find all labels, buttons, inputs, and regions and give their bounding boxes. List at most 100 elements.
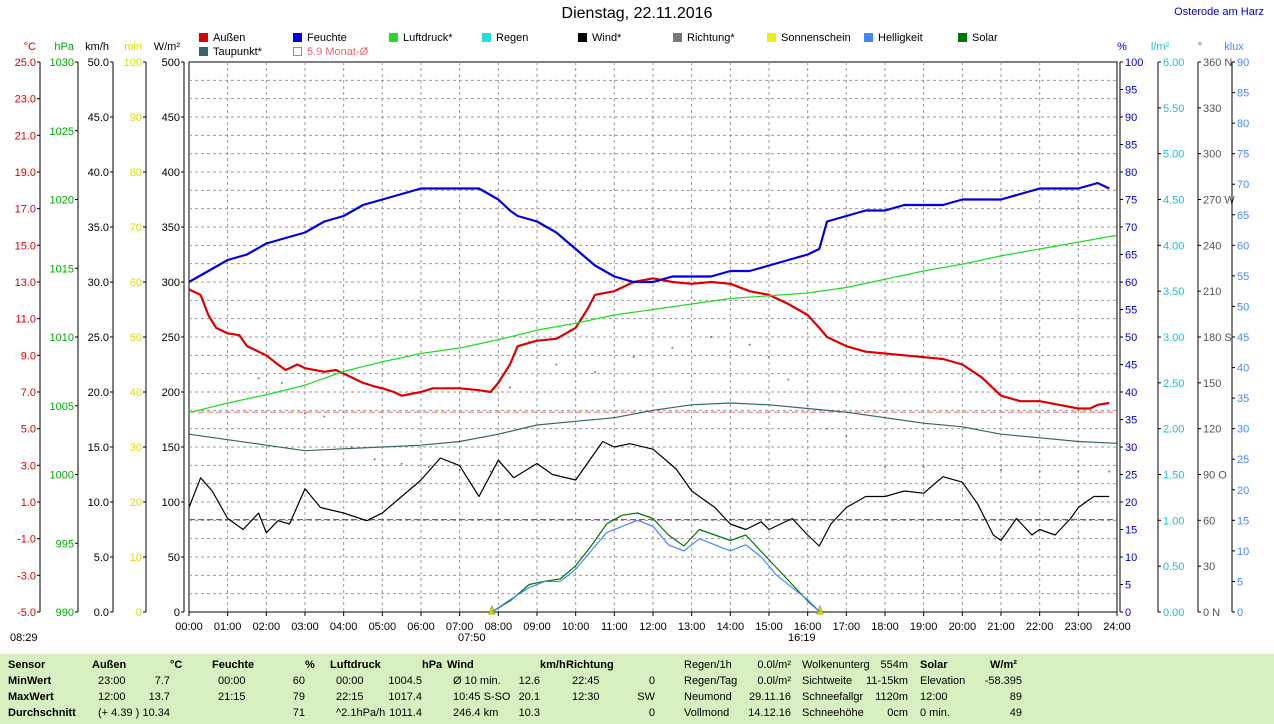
axis-tick-label: 30 (1237, 424, 1249, 436)
axis-tick-label: 1010 (50, 332, 74, 344)
stats-cell-time: ^2.1hPa/h (336, 707, 386, 719)
axis-tick-label: 3.50 (1163, 286, 1184, 298)
axis-tick-label: 75 (1125, 195, 1137, 207)
stats-cell-value: SW (637, 691, 655, 703)
legend-item: Richtung* (673, 32, 735, 44)
legend-swatch (199, 33, 208, 42)
axis-tick-label: 360 N (1203, 57, 1232, 69)
axis-tick-label: -1.0 (17, 534, 36, 546)
axis-tick-label: 75 (1237, 149, 1249, 161)
axis-tick-label: 3.00 (1163, 332, 1184, 344)
axis-tick-label: 250 (162, 332, 180, 344)
axis-tick-label: 2.00 (1163, 424, 1184, 436)
axis-tick-label: 95 (1125, 85, 1137, 97)
start-time-label: 08:29 (10, 632, 38, 644)
axis-unit-label: klux (1224, 41, 1244, 53)
legend-item: Wind* (578, 32, 621, 44)
x-tick-label: 01:00 (214, 621, 242, 633)
x-tick-label: 19:00 (910, 621, 938, 633)
legend-item: Sonnenschein (767, 32, 851, 44)
stats-row-label: MinWert (8, 675, 52, 687)
stats-cell-time: 10:45 S-SO (453, 691, 511, 703)
chart-title: Dienstag, 22.11.2016 (561, 5, 713, 22)
direction-point (555, 363, 558, 366)
legend-swatch (673, 33, 682, 42)
stats-rain-value: 29.11.16 (748, 691, 791, 703)
stats-solar-value: 49 (1009, 707, 1022, 719)
axis-tick-label: 240 (1203, 240, 1221, 252)
stats-cell-time: (+ 4.39 ) (98, 707, 140, 719)
direction-point (304, 412, 306, 415)
stats-cell-value: 10.3 (518, 707, 540, 719)
x-tick-label: 00:00 (175, 621, 203, 633)
axis-tick-label: 85 (1125, 140, 1137, 152)
axis-tick-label: 45 (1237, 332, 1249, 344)
axis-tick-label: 55 (1125, 305, 1137, 317)
axis-tick-label: 90 (1237, 57, 1249, 69)
axis-tick-label: 3.0 (21, 460, 36, 472)
x-tick-label: 17:00 (833, 621, 861, 633)
axis-tick-label: 9.0 (21, 350, 36, 362)
x-tick-label: 08:00 (485, 621, 513, 633)
sunrise-marker (488, 604, 496, 615)
axis-tick-label: 30 (1203, 561, 1215, 573)
axis-tick-label: 30.0 (88, 277, 109, 289)
stats-cell-value: 7.7 (154, 675, 170, 687)
legend-swatch (293, 47, 302, 56)
axis-tick-label: 4.50 (1163, 195, 1184, 207)
stats-solar-label: 12:00 (920, 691, 948, 703)
stats-cell-time: 22:45 (572, 675, 600, 687)
axis-tick-label: 70 (1125, 222, 1137, 234)
axis-tick-label: 10 (1237, 546, 1249, 558)
series-line (491, 519, 821, 613)
stats-column-unit: % (305, 659, 315, 671)
axis-tick-label: 300 (162, 277, 180, 289)
axis-tick-label: 45.0 (88, 112, 109, 124)
legend-label: 5.9 Monat-Ø (307, 46, 369, 58)
axis-tick-label: 23.0 (15, 94, 36, 106)
axis-tick-label: 100 (124, 57, 142, 69)
direction-point (1077, 470, 1080, 473)
right-axes: %100959085807570656055504540353025201510… (1117, 41, 1249, 619)
legend-label: Helligkeit (878, 32, 923, 44)
axis-tick-label: 0.00 (1163, 607, 1184, 619)
x-tick-label: 04:00 (330, 621, 358, 633)
legend-label: Richtung* (687, 32, 735, 44)
axis-tick-label: 990 (56, 607, 74, 619)
axis-tick-label: 30 (130, 442, 142, 454)
stats-column-header: Wind (447, 659, 474, 671)
stats-solar-label: 0 min. (920, 707, 950, 719)
direction-point (373, 458, 376, 461)
x-tick-label: 21:00 (987, 621, 1015, 633)
x-tick-label: 06:00 (407, 621, 435, 633)
axis-tick-label: 17.0 (15, 204, 36, 216)
axis-tick-label: 300 (1203, 149, 1221, 161)
stats-cloud-label: Schneehöhe (802, 707, 864, 719)
x-tick-label: 23:00 (1065, 621, 1093, 633)
stats-cell-value: 0 (648, 707, 655, 719)
series-line (188, 440, 1110, 547)
x-tick-label: 13:00 (678, 621, 706, 633)
axis-tick-label: 330 (1203, 103, 1221, 115)
axis-unit-label: % (1117, 41, 1127, 53)
axis-tick-label: 50 (1237, 301, 1249, 313)
x-tick-label: 02:00 (253, 621, 281, 633)
direction-point (845, 435, 848, 438)
stats-cloud-value: 11-15km (866, 675, 908, 687)
axis-tick-label: 90 (130, 112, 142, 124)
axis-tick-label: 180 S (1203, 332, 1232, 344)
axis-tick-label: 45 (1125, 360, 1137, 372)
x-tick-label: 15:00 (755, 621, 783, 633)
stats-solar-header: Solar (920, 659, 948, 671)
axis-tick-label: 90 O (1203, 470, 1227, 482)
axis-tick-label: 2.50 (1163, 378, 1184, 390)
legend-swatch (199, 47, 208, 56)
direction-point (884, 465, 886, 468)
direction-point (458, 468, 461, 471)
stats-solar-value: -58.395 (984, 675, 1022, 687)
stats-cell-time: 00:00 (336, 675, 364, 687)
axis-tick-label: 1.00 (1163, 515, 1184, 527)
legend-swatch (293, 33, 302, 42)
weather-chart: °C 25.0 23.0 21.0 19.0 17.0 15.0 13.0 11.0 9.0 7.0… (15, 41, 1250, 633)
axis-tick-label: 1020 (50, 195, 74, 207)
